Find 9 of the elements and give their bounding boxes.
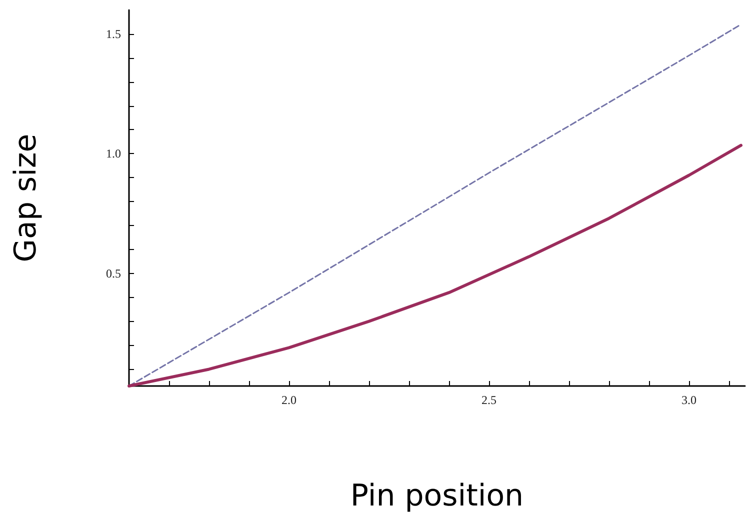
x-tick-label: 2.0	[282, 393, 296, 407]
x-tick-label: 3.0	[682, 393, 696, 407]
y-axis-title: Gap size	[8, 134, 44, 262]
line-series	[128, 144, 742, 388]
y-tick-label: 0.5	[106, 266, 121, 280]
y-tick-label: 1.0	[106, 146, 121, 161]
y-tick-label: 1.5	[106, 26, 121, 41]
x-axis-title: Pin position	[350, 478, 524, 514]
x-tick-label: 2.5	[482, 393, 496, 407]
